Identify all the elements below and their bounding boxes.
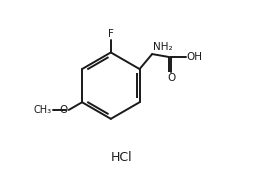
Text: O: O [167, 73, 176, 83]
Text: O: O [60, 105, 68, 115]
Text: NH₂: NH₂ [153, 42, 173, 52]
Text: HCl: HCl [111, 152, 133, 165]
Text: OH: OH [186, 52, 203, 62]
Text: F: F [108, 29, 114, 39]
Text: CH₃: CH₃ [34, 105, 52, 115]
